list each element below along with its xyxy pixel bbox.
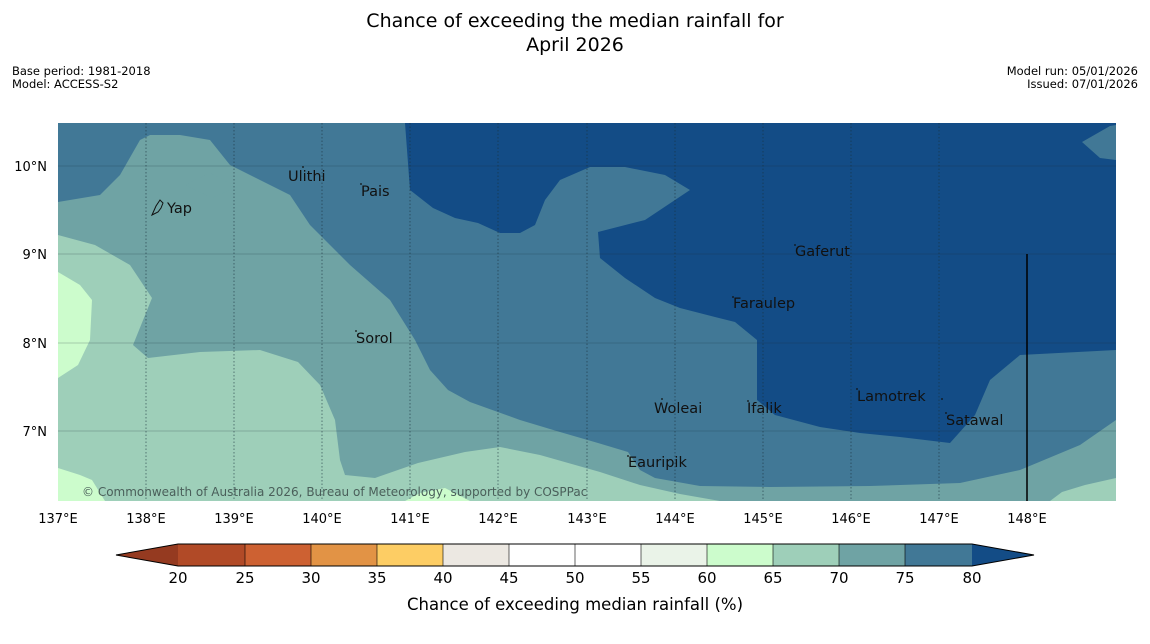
band-65-70-south [58, 235, 720, 501]
colorbar-swatch-60-65 [707, 544, 773, 566]
colorbar-swatch-20-25 [178, 544, 245, 566]
lat-tick: 7°N [23, 425, 48, 440]
colorbar-swatch-55-60 [641, 544, 707, 566]
lon-tick: 138°E [126, 512, 166, 527]
model-run-date: Model run: 05/01/2026 [1006, 64, 1138, 78]
lat-tick: 10°N [14, 160, 47, 175]
colorbar-tick: 40 [433, 569, 452, 587]
colorbar-tick: 70 [829, 569, 848, 587]
model-info: Base period: 1981-2018 Model: ACCESS-S2 [12, 65, 151, 91]
colorbar-swatch-30-35 [311, 544, 377, 566]
map-title: Chance of exceeding the median rainfall … [0, 9, 1150, 57]
issued-date: Issued: 07/01/2026 [1027, 77, 1138, 91]
place-label: Woleai [654, 401, 702, 417]
colorbar-swatch-70-75 [839, 544, 905, 566]
place-label: Satawal [946, 413, 1003, 429]
lon-tick: 145°E [743, 512, 783, 527]
title-line-1: Chance of exceeding the median rainfall … [366, 10, 784, 32]
colorbar-tick: 50 [565, 569, 584, 587]
lon-tick: 147°E [919, 512, 959, 527]
graticule [58, 123, 1116, 501]
colorbar-swatch-50-55 [575, 544, 641, 566]
lon-tick: 146°E [831, 512, 871, 527]
place-label: Gaferut [795, 244, 850, 260]
place-markers [302, 166, 947, 457]
lon-tick: 143°E [567, 512, 607, 527]
colorbar-tick: 25 [235, 569, 254, 587]
colorbar-tick: 55 [631, 569, 650, 587]
title-line-2: April 2026 [526, 34, 624, 56]
colorbar-swatch-40-45 [443, 544, 509, 566]
lon-tick: 140°E [302, 512, 342, 527]
colorbar-tick: 20 [168, 569, 187, 587]
band-70-75-yap-patch [185, 173, 237, 198]
copyright-credit: © Commonwealth of Australia 2026, Bureau… [82, 485, 587, 499]
lon-axis: 137°E 138°E 139°E 140°E 141°E 142°E 143°… [38, 512, 1047, 527]
colorbar-swatch-65-70 [773, 544, 839, 566]
lon-tick: 137°E [38, 512, 78, 527]
colorbar-tick: 75 [895, 569, 914, 587]
place-label: Eauripik [628, 455, 687, 471]
colorbar: 20 25 30 35 40 45 50 55 60 65 70 75 80 C… [115, 543, 1035, 614]
colorbar-tick: 45 [499, 569, 518, 587]
lon-tick: 139°E [214, 512, 254, 527]
colorbar-swatch-25-30 [245, 544, 311, 566]
colorbar-outline [115, 543, 1035, 567]
colorbar-tick: 80 [962, 569, 981, 587]
band-gt80-core [405, 123, 1116, 443]
colorbar-tick: 35 [367, 569, 386, 587]
place-labels: Ulithi Pais Yap Gaferut Faraulep Sorol L… [166, 169, 1003, 471]
place-label: Ifalik [747, 401, 782, 417]
colorbar-tick: 60 [697, 569, 716, 587]
band-60-65-south [405, 488, 470, 501]
base-period: Base period: 1981-2018 [12, 64, 151, 78]
model-name: Model: ACCESS-S2 [12, 77, 119, 91]
lat-tick: 8°N [23, 337, 48, 352]
band-60-65-west [58, 272, 92, 378]
band-75-80-ne-patch [1082, 125, 1116, 160]
colorbar-high-extend [972, 544, 1034, 566]
colorbar-tick: 30 [301, 569, 320, 587]
colorbar-swatch-35-40 [377, 544, 443, 566]
band-65-70-se-patch [1050, 478, 1116, 501]
colorbar-label: Chance of exceeding median rainfall (%) [407, 595, 743, 614]
lat-axis: 10°N 9°N 8°N 7°N [14, 160, 47, 440]
lat-tick: 9°N [23, 248, 48, 263]
place-label: Faraulep [733, 296, 795, 312]
lon-tick: 144°E [655, 512, 695, 527]
place-label: Lamotrek [857, 389, 926, 405]
place-label: Sorol [356, 331, 393, 347]
lon-tick: 148°E [1007, 512, 1047, 527]
band-60-65-sw [58, 468, 105, 501]
colorbar-swatch-75-80 [905, 544, 972, 566]
run-info: Model run: 05/01/2026 Issued: 07/01/2026 [1007, 65, 1138, 91]
colorbar-low-extend [116, 544, 178, 566]
yap-island-outline [150, 199, 164, 217]
lon-tick: 142°E [478, 512, 518, 527]
colorbar-dividers [244, 544, 906, 566]
lon-tick: 141°E [390, 512, 430, 527]
place-label: Yap [166, 201, 192, 217]
place-label: Ulithi [288, 169, 326, 185]
place-label: Pais [361, 184, 390, 200]
colorbar-swatch-45-50 [509, 544, 575, 566]
colorbar-tick: 65 [763, 569, 782, 587]
